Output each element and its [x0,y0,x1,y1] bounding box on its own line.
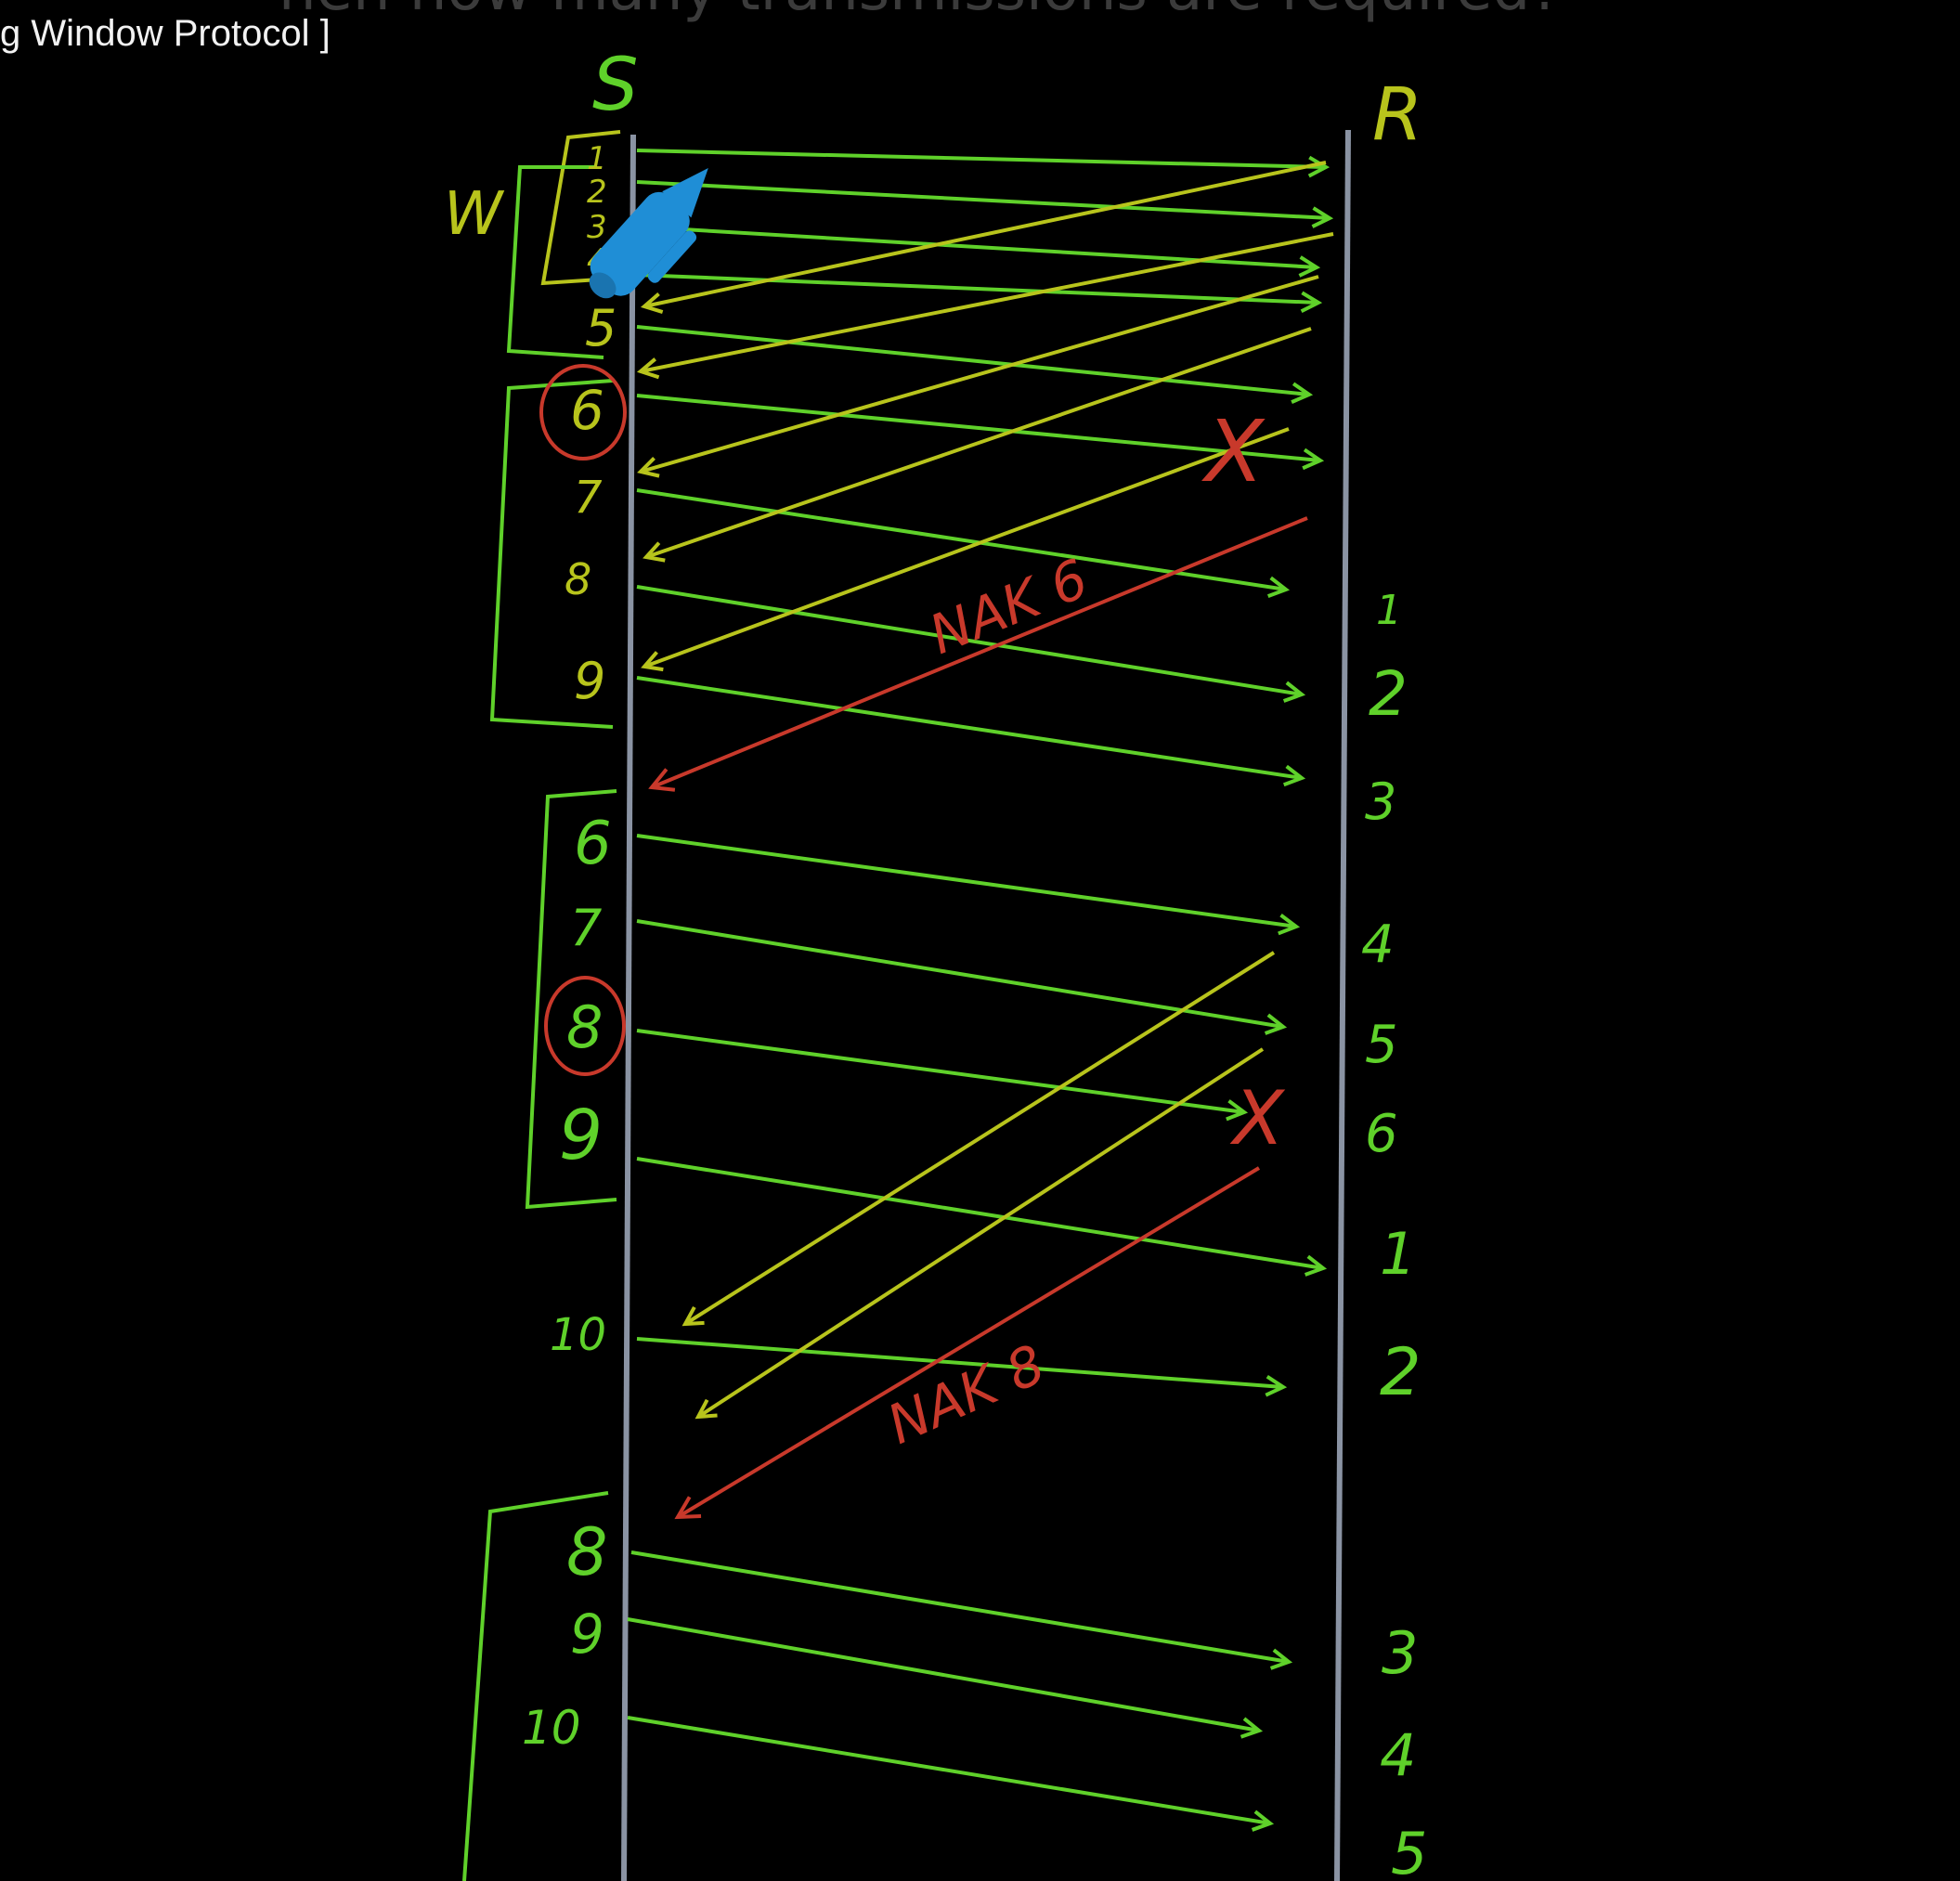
sender-frame-number: 9 [559,1096,603,1175]
lost-frame-marker: X [1229,1075,1286,1161]
receiver-count: 5 [1365,1015,1398,1075]
sender-frame-number: 10 [550,1309,606,1361]
window-bracket [489,379,614,729]
nak-label: NAK 8 [878,1332,1054,1457]
sender-frame-number: 7 [570,899,602,957]
window-bracket [506,165,604,359]
frame-arrow [630,1550,1289,1662]
sender-frame-number: 1 [587,140,607,177]
frame-arrow [636,325,1309,395]
ack-arrow [641,275,1319,472]
frame-arrow [636,1029,1244,1112]
frame-arrow [627,1716,1270,1823]
sender-frame-number: 8 [565,554,591,604]
sender-frame-number: 8 [566,1514,608,1590]
receiver-count: 4 [1361,915,1395,975]
ack-arrow [644,427,1290,667]
lost-frame-marker: X [1201,402,1266,501]
frame-arrow [636,225,1317,267]
window-label: W [444,180,505,249]
window-bracket [462,1491,609,1881]
ack-arrow [644,161,1327,306]
frame-arrow [636,676,1302,778]
lecture-title: g Window Protocol ] [0,13,331,54]
receiver-label: R [1372,73,1422,157]
sender-frame-number: 3 [587,209,607,246]
sender-frame-number: 6 [574,810,612,878]
sender-frame-number: 7 [574,472,603,524]
circled-frame-6 [539,364,627,461]
frame-arrow [636,834,1296,927]
video-title-bar: hen how many transmissions are required?… [0,0,1960,65]
frame-arrow [636,1157,1323,1268]
nak-arrow [652,516,1308,787]
window-bracket [540,130,621,286]
receiver-count: 6 [1365,1104,1398,1164]
receiver-count: 1 [1380,1220,1416,1288]
receiver-timeline [1334,129,1351,1881]
pen-cursor-icon [589,168,708,299]
frame-arrow [636,488,1286,590]
question-text: hen how many transmissions are required? [279,0,1562,24]
ack-arrow [698,1047,1265,1417]
sender-frame-number: 2 [587,174,607,211]
sender-frame-number: 6 [570,379,604,442]
frame-arrow [636,149,1326,167]
sender-frame-number: 9 [570,1602,604,1666]
circled-frame-8 [544,976,626,1076]
sender-timeline [621,134,636,1881]
frame-arrow [636,1337,1283,1387]
receiver-count: 3 [1382,1619,1418,1687]
receiver-count: 5 [1391,1820,1427,1881]
receiver-count: 2 [1369,658,1408,730]
sender-label: S [592,44,639,127]
frame-arrow [636,919,1283,1027]
sender-frame-number: 9 [574,652,605,710]
frame-arrow [636,273,1318,303]
frame-arrow [636,180,1330,218]
frame-arrow [636,394,1320,461]
frame-arrow [636,585,1302,694]
receiver-count: 4 [1380,1721,1416,1789]
receiver-count: 1 [1376,587,1402,634]
sender-frame-number: 8 [566,993,603,1061]
nak-arrow [678,1166,1261,1517]
sender-frame-number: 10 [522,1701,581,1755]
ack-arrow [685,951,1276,1324]
ack-arrow [646,327,1312,557]
receiver-count: 2 [1380,1334,1421,1410]
frame-arrow [627,1617,1259,1731]
sender-frame-number: 5 [585,299,617,357]
ack-arrow [641,232,1334,371]
receiver-count: 3 [1365,772,1396,831]
window-bracket [525,789,617,1210]
